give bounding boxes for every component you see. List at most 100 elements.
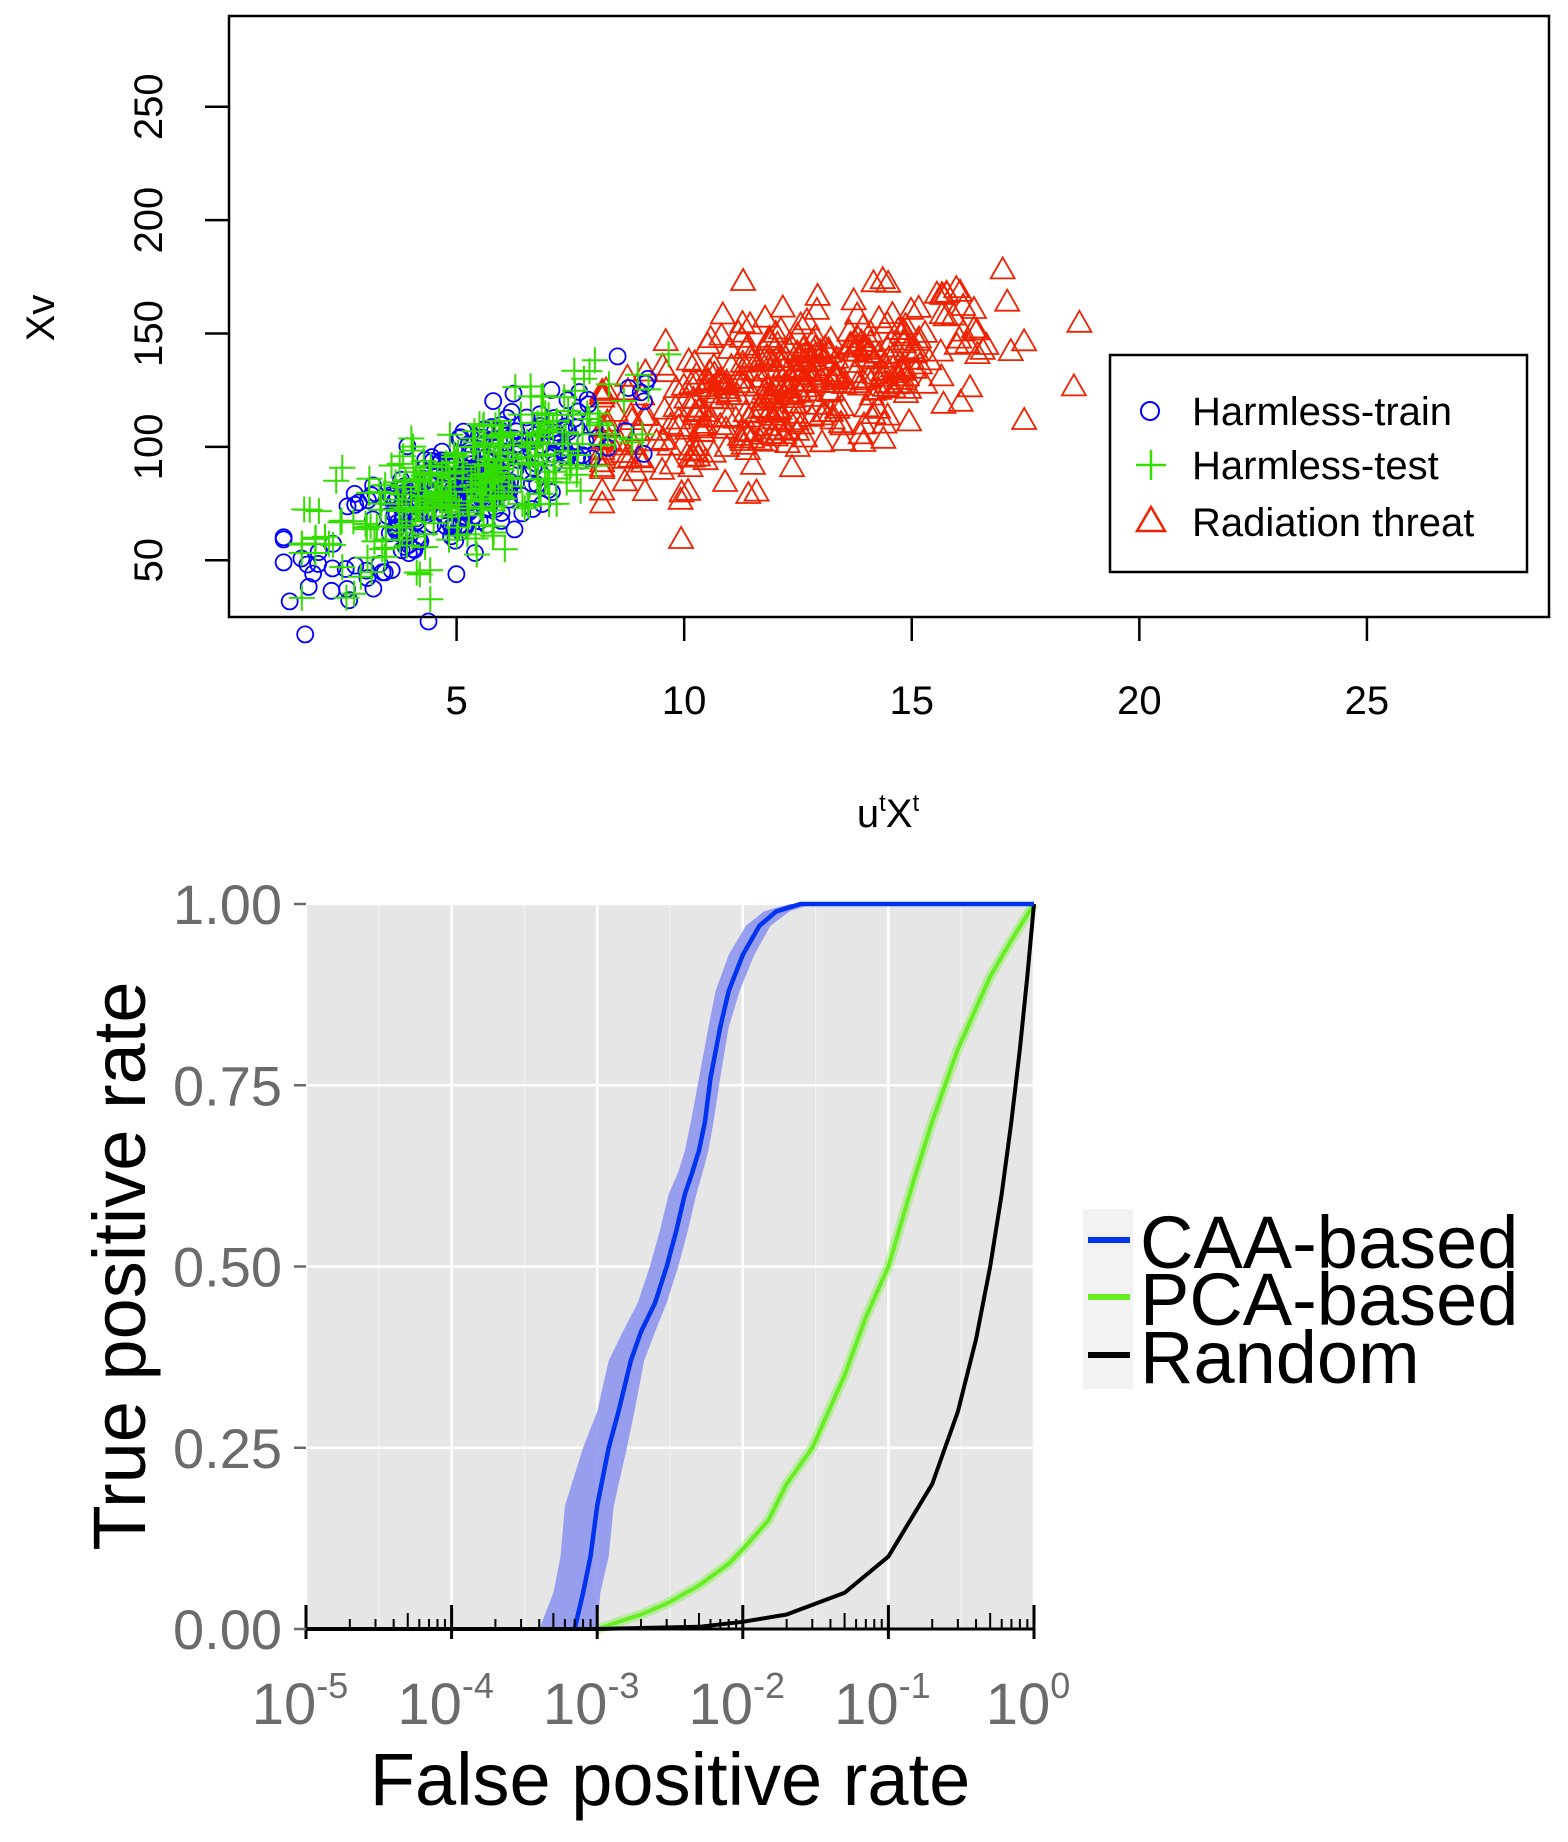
harmless-test-point	[487, 439, 514, 465]
harmless-train-point	[340, 591, 359, 610]
radiation-threat-point	[729, 348, 757, 373]
scatter-x-tick-label: 15	[890, 679, 935, 723]
harmless-test-point	[466, 462, 493, 489]
radiation-threat-point	[942, 274, 970, 298]
harmless-test-point	[393, 532, 420, 559]
scatter-x-tick-label: 25	[1345, 679, 1390, 723]
radiation-threat-point	[859, 400, 887, 424]
radiation-threat-point	[755, 324, 783, 348]
harmless-test-point	[333, 584, 360, 611]
radiation-threat-point	[682, 360, 711, 385]
radiation-threat-point	[652, 358, 680, 383]
harmless-test-point	[655, 341, 682, 368]
scatter-x-tick-label: 5	[445, 679, 467, 723]
radiation-threat-point	[760, 373, 788, 397]
radiation-threat-point	[717, 352, 745, 376]
radiation-threat-point	[911, 369, 939, 394]
roc-y-tick-label: 0.75	[173, 1054, 282, 1117]
harmless-test-point	[436, 526, 462, 553]
radiation-threat-point	[602, 398, 630, 422]
harmless-train-point	[346, 495, 365, 514]
harmless-train-point	[505, 520, 524, 539]
radiation-threat-point	[939, 301, 968, 326]
radiation-threat-point	[882, 359, 910, 383]
radiation-threat-point	[783, 338, 811, 363]
scatter-points	[274, 255, 1093, 644]
radiation-threat-point	[895, 375, 923, 399]
scatter-x-label-sup1: t	[879, 790, 886, 817]
harmless-test-point	[456, 502, 482, 529]
scatter-legend-box	[1108, 353, 1529, 574]
harmless-test-point	[524, 410, 551, 437]
radiation-threat-point	[897, 295, 925, 320]
radiation-threat-point	[749, 393, 777, 418]
roc-x-tick-label: 10-3	[543, 1665, 640, 1737]
radiation-threat-point	[707, 321, 736, 346]
harmless-test-point	[398, 425, 425, 452]
radiation-threat-point	[675, 346, 703, 371]
radiation-threat-point	[738, 399, 766, 424]
legend-random-label: Random	[1140, 1316, 1420, 1399]
radiation-threat-point	[779, 367, 808, 392]
harmless-test-point	[559, 401, 586, 428]
harmless-test-point	[552, 419, 579, 446]
scatter-x-tick-label: 20	[1117, 679, 1162, 723]
radiation-threat-point	[728, 356, 756, 381]
harmless-test-point	[443, 443, 470, 470]
radiation-threat-point	[707, 365, 735, 389]
harmless-test-point	[534, 468, 561, 495]
radiation-threat-point	[905, 324, 933, 349]
harmless-test-point	[624, 361, 651, 388]
radiation-threat-point	[947, 387, 975, 412]
radiation-threat-point	[711, 468, 739, 492]
harmless-test-point	[329, 454, 356, 481]
harmless-test-point	[323, 467, 350, 494]
harmless-test-point	[539, 412, 566, 439]
radiation-threat-point	[808, 428, 836, 453]
radiation-threat-point	[798, 402, 826, 427]
radiation-threat-point	[621, 457, 649, 482]
scatter-axes: 5 10 15 20 25 50 100 150 200 250	[127, 73, 1389, 723]
radiation-threat-point	[787, 342, 815, 367]
radiation-threat-point	[892, 322, 920, 347]
radiation-threat-point	[856, 328, 884, 353]
radiation-threat-point	[960, 295, 988, 319]
radiation-threat-point	[724, 318, 752, 343]
harmless-test-point	[610, 388, 637, 414]
radiation-threat-point	[799, 326, 827, 351]
harmless-train-point	[304, 564, 323, 583]
legend-plus-icon	[1136, 450, 1166, 480]
harmless-test-point	[329, 554, 356, 581]
harmless-train-point	[634, 444, 653, 463]
harmless-test-point	[436, 421, 463, 448]
harmless-test-point	[488, 463, 515, 489]
harmless-test-point	[367, 496, 394, 523]
radiation-threat-point	[859, 268, 888, 293]
harmless-test-point	[471, 469, 498, 496]
radiation-threat-point	[993, 287, 1021, 312]
legend-radiation-threat-label: Radiation threat	[1192, 501, 1474, 545]
radiation-threat-point	[665, 413, 693, 437]
radiation-threat-point	[674, 476, 702, 501]
radiation-threat-point	[715, 378, 743, 402]
harmless-test-point	[407, 465, 434, 492]
harmless-train-point	[524, 459, 543, 478]
harmless-train-point	[274, 528, 293, 547]
harmless-train-point	[338, 497, 357, 516]
harmless-test-point	[363, 513, 390, 540]
harmless-test-point	[581, 347, 608, 374]
radiation-threat-point	[901, 339, 929, 364]
radiation-threat-point	[807, 401, 835, 426]
radiation-threat-point	[753, 348, 781, 372]
legend-caa-label: CAA-based	[1140, 1201, 1518, 1284]
radiation-threat-point	[869, 357, 897, 382]
radiation-threat-point	[878, 300, 906, 324]
harmless-test-point	[511, 495, 538, 522]
harmless-test-point	[595, 371, 622, 398]
harmless-train-point	[419, 612, 438, 631]
roc-x-tick-label: 10-1	[834, 1665, 931, 1737]
harmless-train-point	[280, 592, 299, 611]
radiation-threat-point	[751, 303, 779, 328]
radiation-threat-point	[956, 373, 984, 398]
